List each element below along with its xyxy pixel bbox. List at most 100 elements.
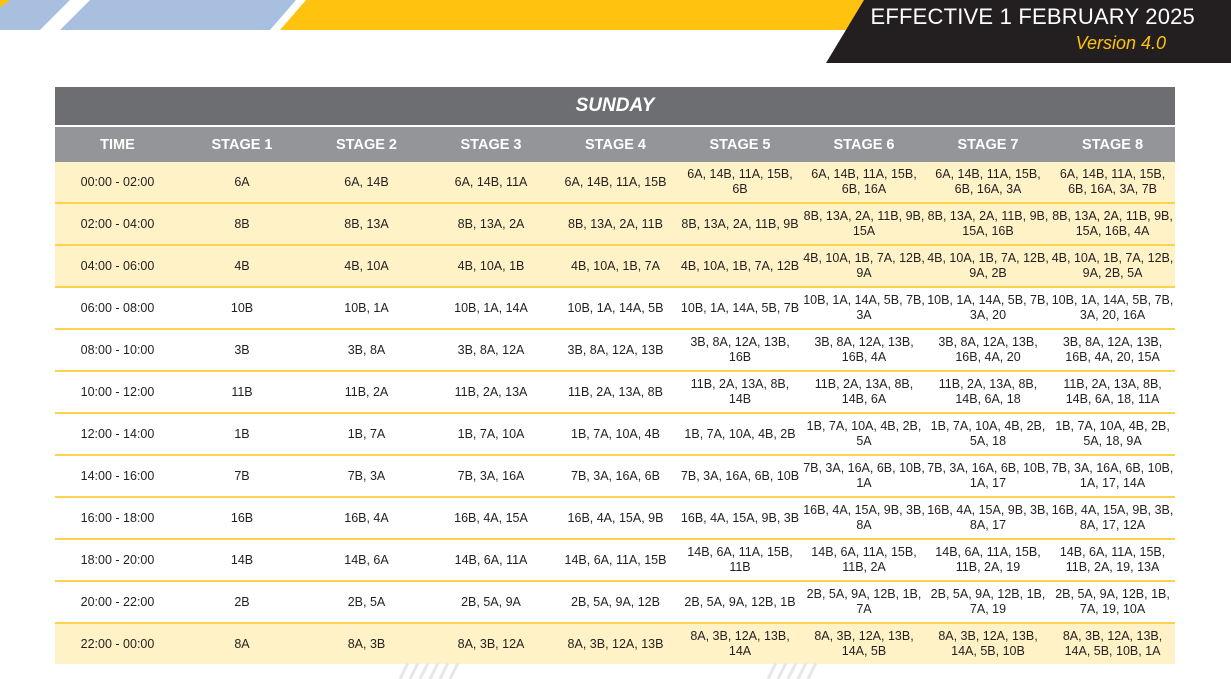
stage-7-cell: 10B, 1A, 14A, 5B, 7B, 3A, 20: [926, 287, 1050, 330]
table-row: 12:00 - 14:00 1B 1B, 7A 1B, 7A, 10A 1B, 7A, …: [55, 413, 1176, 456]
stage-2-cell: 8B, 13A: [304, 203, 429, 246]
stage-4-cell: 3B, 8A, 12A, 13B: [553, 329, 678, 372]
stage-5-cell: 11B, 2A, 13A, 8B, 14B: [678, 371, 802, 414]
stage-8-cell: 4B, 10A, 1B, 7A, 12B, 9A, 2B, 5A: [1050, 245, 1176, 288]
stage-5-cell: 8B, 13A, 2A, 11B, 9B: [678, 203, 802, 246]
stripe-decoration: [398, 663, 460, 679]
column-header-stage-5: STAGE 5: [678, 125, 802, 162]
time-slot-cell: 12:00 - 14:00: [55, 413, 180, 456]
stage-6-cell: 8A, 3B, 12A, 13B, 14A, 5B: [802, 623, 926, 664]
time-slot-cell: 20:00 - 22:00: [55, 581, 180, 624]
loadshedding-schedule-table: SUNDAY TIME STAGE 1 STAGE 2 STAGE 3 STAG…: [55, 87, 1176, 664]
stage-8-cell: 11B, 2A, 13A, 8B, 14B, 6A, 18, 11A: [1050, 371, 1176, 414]
stage-4-cell: 8B, 13A, 2A, 11B: [553, 203, 678, 246]
stage-2-cell: 1B, 7A: [304, 413, 429, 456]
stage-7-cell: 4B, 10A, 1B, 7A, 12B, 9A, 2B: [926, 245, 1050, 288]
stage-4-cell: 16B, 4A, 15A, 9B: [553, 497, 678, 540]
table-row: 18:00 - 20:00 14B 14B, 6A 14B, 6A, 11A 14B, …: [55, 539, 1176, 582]
stage-5-cell: 4B, 10A, 1B, 7A, 12B: [678, 245, 802, 288]
column-header-stage-6: STAGE 6: [802, 125, 926, 162]
stage-8-cell: 2B, 5A, 9A, 12B, 1B, 7A, 19, 10A: [1050, 581, 1176, 624]
table-row: 02:00 - 04:00 8B 8B, 13A 8B, 13A, 2A 8B, 13A…: [55, 203, 1176, 246]
effective-date: EFFECTIVE 1 FEBRUARY 2025: [870, 4, 1195, 29]
stage-8-cell: 7B, 3A, 16A, 6B, 10B, 1A, 17, 14A: [1050, 455, 1176, 498]
blue-stripe-decoration: [60, 0, 300, 30]
column-header-stage-3: STAGE 3: [429, 125, 553, 162]
stage-3-cell: 6A, 14B, 11A: [429, 162, 553, 204]
stage-2-cell: 14B, 6A: [304, 539, 429, 582]
stage-8-cell: 8B, 13A, 2A, 11B, 9B, 15A, 16B, 4A: [1050, 203, 1176, 246]
time-slot-cell: 14:00 - 16:00: [55, 455, 180, 498]
stage-3-cell: 8B, 13A, 2A: [429, 203, 553, 246]
stage-4-cell: 8A, 3B, 12A, 13B: [553, 623, 678, 664]
stage-5-cell: 2B, 5A, 9A, 12B, 1B: [678, 581, 802, 624]
stage-6-cell: 3B, 8A, 12A, 13B, 16B, 4A: [802, 329, 926, 372]
stage-8-cell: 8A, 3B, 12A, 13B, 14A, 5B, 10B, 1A: [1050, 623, 1176, 664]
stage-2-cell: 8A, 3B: [304, 623, 429, 664]
table-row: 20:00 - 22:00 2B 2B, 5A 2B, 5A, 9A 2B, 5A, 9…: [55, 581, 1176, 624]
stage-1-cell: 16B: [180, 497, 304, 540]
stripe-decoration: [766, 663, 818, 679]
time-slot-cell: 18:00 - 20:00: [55, 539, 180, 582]
stage-1-cell: 3B: [180, 329, 304, 372]
stage-4-cell: 4B, 10A, 1B, 7A: [553, 245, 678, 288]
stage-2-cell: 10B, 1A: [304, 287, 429, 330]
stage-6-cell: 10B, 1A, 14A, 5B, 7B, 3A: [802, 287, 926, 330]
day-title: SUNDAY: [55, 87, 1176, 126]
stage-4-cell: 1B, 7A, 10A, 4B: [553, 413, 678, 456]
time-slot-cell: 04:00 - 06:00: [55, 245, 180, 288]
stage-3-cell: 16B, 4A, 15A: [429, 497, 553, 540]
stage-7-cell: 8B, 13A, 2A, 11B, 9B, 15A, 16B: [926, 203, 1050, 246]
stage-2-cell: 16B, 4A: [304, 497, 429, 540]
column-header-row: TIME STAGE 1 STAGE 2 STAGE 3 STAGE 4 STA…: [55, 125, 1176, 162]
stage-5-cell: 1B, 7A, 10A, 4B, 2B: [678, 413, 802, 456]
stage-5-cell: 3B, 8A, 12A, 13B, 16B: [678, 329, 802, 372]
stage-6-cell: 16B, 4A, 15A, 9B, 3B, 8A: [802, 497, 926, 540]
stage-6-cell: 11B, 2A, 13A, 8B, 14B, 6A: [802, 371, 926, 414]
stage-2-cell: 3B, 8A: [304, 329, 429, 372]
stage-8-cell: 14B, 6A, 11A, 15B, 11B, 2A, 19, 13A: [1050, 539, 1176, 582]
stage-4-cell: 7B, 3A, 16A, 6B: [553, 455, 678, 498]
time-slot-cell: 22:00 - 00:00: [55, 623, 180, 664]
time-slot-cell: 10:00 - 12:00: [55, 371, 180, 414]
stage-3-cell: 2B, 5A, 9A: [429, 581, 553, 624]
stage-7-cell: 11B, 2A, 13A, 8B, 14B, 6A, 18: [926, 371, 1050, 414]
stage-6-cell: 14B, 6A, 11A, 15B, 11B, 2A: [802, 539, 926, 582]
stage-2-cell: 11B, 2A: [304, 371, 429, 414]
stage-5-cell: 14B, 6A, 11A, 15B, 11B: [678, 539, 802, 582]
stage-4-cell: 14B, 6A, 11A, 15B: [553, 539, 678, 582]
stage-1-cell: 4B: [180, 245, 304, 288]
time-slot-cell: 02:00 - 04:00: [55, 203, 180, 246]
stage-6-cell: 1B, 7A, 10A, 4B, 2B, 5A: [802, 413, 926, 456]
stage-2-cell: 4B, 10A: [304, 245, 429, 288]
column-header-stage-4: STAGE 4: [553, 125, 678, 162]
stage-4-cell: 10B, 1A, 14A, 5B: [553, 287, 678, 330]
stage-8-cell: 1B, 7A, 10A, 4B, 2B, 5A, 18, 9A: [1050, 413, 1176, 456]
column-header-stage-2: STAGE 2: [304, 125, 429, 162]
stage-3-cell: 7B, 3A, 16A: [429, 455, 553, 498]
stage-7-cell: 1B, 7A, 10A, 4B, 2B, 5A, 18: [926, 413, 1050, 456]
stage-2-cell: 2B, 5A: [304, 581, 429, 624]
stage-8-cell: 16B, 4A, 15A, 9B, 3B, 8A, 17, 12A: [1050, 497, 1176, 540]
stage-8-cell: 10B, 1A, 14A, 5B, 7B, 3A, 20, 16A: [1050, 287, 1176, 330]
stage-1-cell: 7B: [180, 455, 304, 498]
header-tab: [826, 0, 1231, 63]
stage-5-cell: 6A, 14B, 11A, 15B, 6B: [678, 162, 802, 204]
stage-3-cell: 3B, 8A, 12A: [429, 329, 553, 372]
stage-1-cell: 6A: [180, 162, 304, 204]
column-header-stage-8: STAGE 8: [1050, 125, 1176, 162]
stage-3-cell: 1B, 7A, 10A: [429, 413, 553, 456]
stage-7-cell: 14B, 6A, 11A, 15B, 11B, 2A, 19: [926, 539, 1050, 582]
stage-1-cell: 8A: [180, 623, 304, 664]
stage-3-cell: 11B, 2A, 13A: [429, 371, 553, 414]
stage-7-cell: 8A, 3B, 12A, 13B, 14A, 5B, 10B: [926, 623, 1050, 664]
stage-3-cell: 14B, 6A, 11A: [429, 539, 553, 582]
header-banner: EFFECTIVE 1 FEBRUARY 2025 Version 4.0: [0, 0, 1231, 64]
table-row: 10:00 - 12:00 11B 11B, 2A 11B, 2A, 13A 11B, …: [55, 371, 1176, 414]
time-slot-cell: 06:00 - 08:00: [55, 287, 180, 330]
stage-4-cell: 6A, 14B, 11A, 15B: [553, 162, 678, 204]
stage-5-cell: 8A, 3B, 12A, 13B, 14A: [678, 623, 802, 664]
stage-8-cell: 6A, 14B, 11A, 15B, 6B, 16A, 3A, 7B: [1050, 162, 1176, 204]
stage-3-cell: 10B, 1A, 14A: [429, 287, 553, 330]
stage-6-cell: 2B, 5A, 9A, 12B, 1B, 7A: [802, 581, 926, 624]
